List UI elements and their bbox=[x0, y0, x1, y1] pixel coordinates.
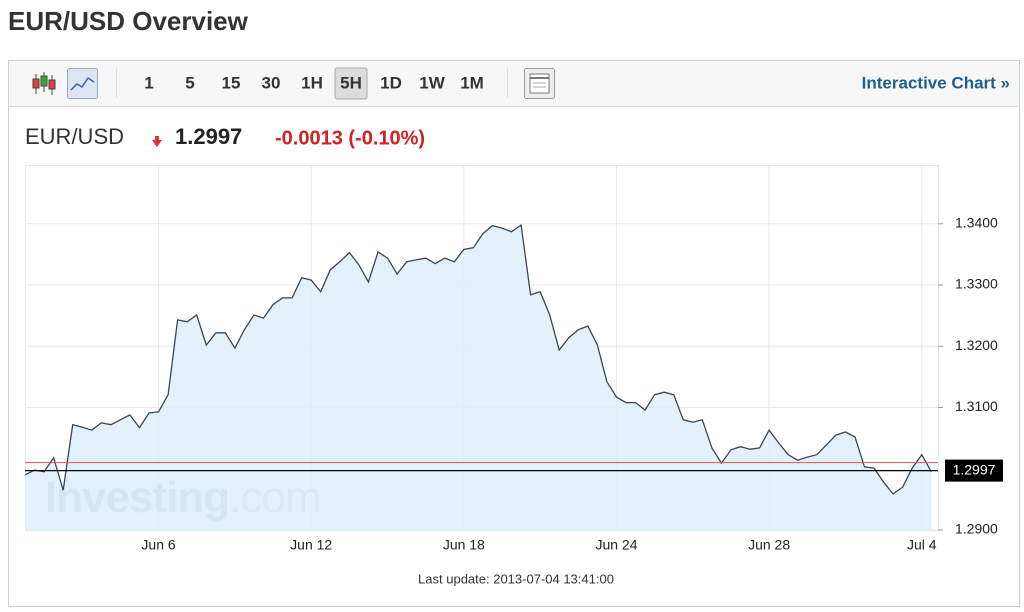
down-arrow bbox=[152, 136, 162, 147]
x-tick-label: Jun 12 bbox=[290, 537, 332, 553]
interval-button[interactable]: 1H bbox=[301, 73, 323, 92]
y-tick-label: 1.3300 bbox=[955, 276, 998, 292]
candle-icon[interactable] bbox=[32, 72, 56, 95]
symbol: EUR/USD bbox=[25, 124, 124, 149]
area-fill bbox=[25, 225, 932, 530]
y-tick-label: 1.3200 bbox=[955, 337, 998, 353]
interval-button[interactable]: 5 bbox=[185, 73, 194, 92]
interval-button[interactable]: 30 bbox=[262, 73, 281, 92]
interval-button[interactable]: 1 bbox=[144, 73, 153, 92]
page-title: EUR/USD Overview bbox=[8, 6, 249, 36]
current-badge-label: 1.2997 bbox=[953, 461, 996, 477]
x-tick-label: Jun 28 bbox=[748, 537, 790, 553]
y-tick-label: 1.3400 bbox=[955, 214, 998, 230]
last-update: Last update: 2013-07-04 13:41:00 bbox=[418, 571, 614, 586]
current-badge bbox=[945, 459, 1003, 482]
x-tick-label: Jun 6 bbox=[141, 537, 175, 553]
interval-button[interactable]: 1W bbox=[419, 73, 445, 92]
y-tick-label: 1.2900 bbox=[955, 521, 998, 537]
line-icon[interactable] bbox=[67, 68, 98, 99]
interval-button[interactable]: 5H bbox=[340, 73, 362, 92]
price: 1.2997 bbox=[175, 124, 242, 149]
toolbar bbox=[9, 61, 1019, 106]
x-tick-label: Jun 24 bbox=[595, 537, 637, 553]
table-icon[interactable] bbox=[524, 68, 555, 99]
y-tick-label: 1.3100 bbox=[955, 398, 998, 414]
x-tick-label: Jul 4 bbox=[907, 537, 937, 553]
interval-button[interactable]: 1D bbox=[380, 73, 402, 92]
interval-button[interactable]: 15 bbox=[222, 73, 241, 92]
active-button-bg bbox=[334, 67, 368, 100]
x-tick-label: Jun 18 bbox=[443, 537, 485, 553]
interval-button[interactable]: 1M bbox=[460, 73, 484, 92]
price-line bbox=[24, 223, 932, 495]
change: -0.0013 (-0.10%) bbox=[275, 127, 425, 149]
interactive-chart-link[interactable]: Interactive Chart » bbox=[862, 73, 1010, 92]
